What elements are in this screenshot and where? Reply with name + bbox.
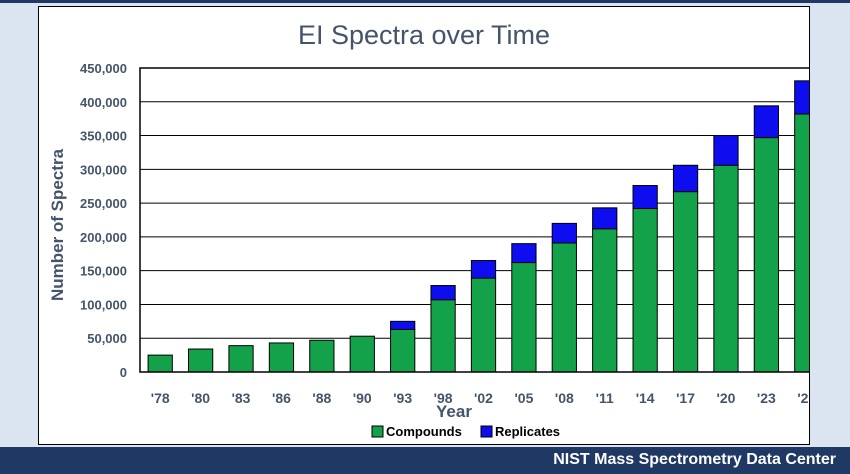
x-tick-label: '02 <box>474 390 493 406</box>
bar-compounds <box>470 277 497 373</box>
bar-compounds <box>430 299 456 373</box>
x-tick-label: '26 <box>797 390 809 406</box>
x-tick-label: '20 <box>717 390 736 406</box>
footer-bar: NIST Mass Spectrometry Data Center <box>0 447 850 474</box>
legend-label-compounds: Compounds <box>386 424 462 439</box>
legend-swatch-replicates <box>480 425 493 438</box>
bar-compounds <box>592 228 618 373</box>
bar-compounds <box>551 242 577 373</box>
bar-compounds <box>268 342 295 373</box>
legend: Compounds Replicates <box>371 424 560 439</box>
legend-swatch-compounds <box>371 425 384 438</box>
bar-replicates <box>672 164 699 193</box>
bar-compounds <box>187 348 214 373</box>
x-tick-label: '17 <box>676 390 695 406</box>
x-tick-labels: '78 '80 '83 '86 '88 '90 '93 '98 '02 '05 '08 '11 '14 '… <box>151 390 817 406</box>
y-tick-labels: 0 50,000 100,000 150,000 200,000 250,000 300,0… <box>80 61 127 380</box>
bar-compounds <box>753 137 780 373</box>
y-tick-label: 250,000 <box>80 196 127 211</box>
bar-replicates <box>551 222 577 244</box>
bar-compounds <box>672 191 699 373</box>
bar-compounds <box>390 328 416 373</box>
bar-replicates <box>511 243 537 264</box>
y-tick-label: 100,000 <box>80 297 127 312</box>
bar-replicates <box>470 260 497 279</box>
y-tick-label: 400,000 <box>80 95 127 110</box>
y-axis-label: Number of Spectra <box>48 148 67 301</box>
chart-title: EI Spectra over Time <box>298 20 550 50</box>
x-tick-label: '05 <box>514 390 533 406</box>
bar-compounds <box>632 208 658 373</box>
bar-replicates <box>794 80 820 115</box>
stacked-bar-chart: EI Spectra over Time Number of Spectra Y… <box>48 20 828 439</box>
y-tick-label: 450,000 <box>80 61 127 76</box>
bar-compounds <box>794 113 820 373</box>
x-tick-label: '14 <box>636 390 655 406</box>
bar-replicates <box>430 285 456 301</box>
bar-replicates <box>390 320 416 330</box>
bar-replicates <box>632 185 658 210</box>
x-tick-label: '90 <box>353 390 372 406</box>
y-tick-label: 50,000 <box>87 331 127 346</box>
x-tick-label: '23 <box>757 390 776 406</box>
bar-replicates <box>713 135 739 166</box>
bar-compounds <box>349 335 375 373</box>
x-tick-label: '88 <box>312 390 331 406</box>
bar-compounds <box>511 262 537 373</box>
y-tick-label: 300,000 <box>80 162 127 177</box>
x-axis-label: Year <box>436 402 472 421</box>
bar-replicates <box>753 105 780 139</box>
x-tick-label: '80 <box>191 390 210 406</box>
x-tick-label: '98 <box>434 390 453 406</box>
bar-compounds <box>309 339 335 373</box>
y-tick-label: 350,000 <box>80 129 127 144</box>
bar-compounds <box>713 164 739 373</box>
y-tick-label: 200,000 <box>80 230 127 245</box>
legend-label-replicates: Replicates <box>495 424 560 439</box>
x-tick-label: '93 <box>393 390 412 406</box>
footer-title: NIST Mass Spectrometry Data Center <box>553 451 836 468</box>
x-tick-label: '83 <box>232 390 251 406</box>
bar-compounds <box>147 354 173 373</box>
y-tick-label: 150,000 <box>80 264 127 279</box>
bar-compounds <box>228 345 254 373</box>
y-tick-label: 0 <box>120 365 127 380</box>
chart-panel: EI Spectra over Time Number of Spectra Y… <box>38 6 828 445</box>
bar-replicates <box>592 207 618 230</box>
x-tick-label: '08 <box>555 390 574 406</box>
x-tick-label: '11 <box>596 390 614 406</box>
top-strip <box>0 0 850 3</box>
bars-group <box>147 80 820 373</box>
x-tick-label: '78 <box>151 390 170 406</box>
x-tick-label: '86 <box>272 390 291 406</box>
